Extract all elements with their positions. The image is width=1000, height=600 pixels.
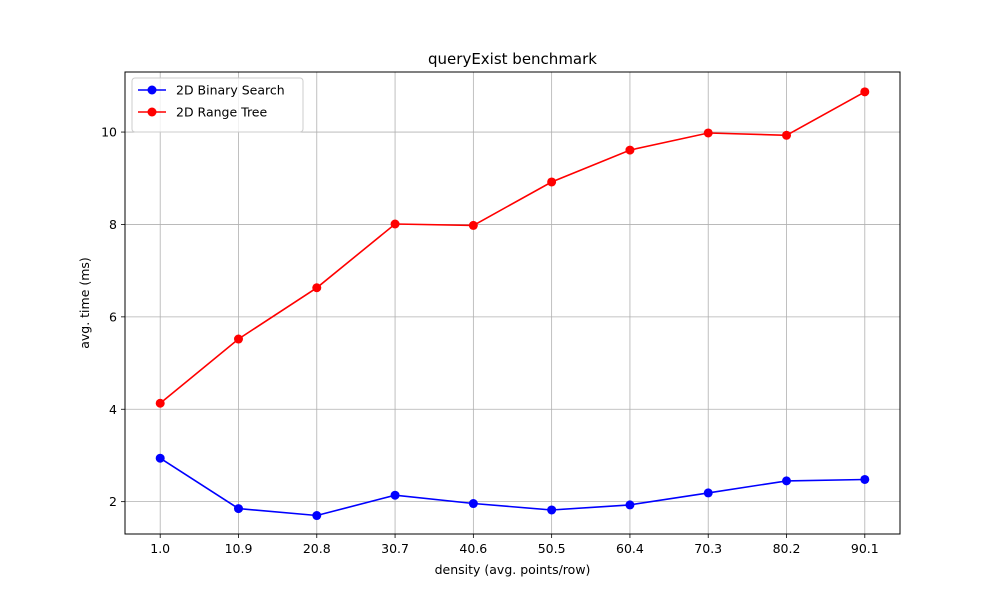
series-0-point bbox=[547, 505, 557, 515]
y-axis-ticks: 2 4 6 8 10 bbox=[101, 125, 125, 509]
series-1-point bbox=[233, 334, 243, 344]
y-tick-label: 6 bbox=[109, 309, 117, 324]
x-axis-label: density (avg. points/row) bbox=[435, 562, 591, 577]
y-axis-label: avg. time (ms) bbox=[77, 257, 92, 349]
legend: 2D Binary Search 2D Range Tree bbox=[131, 77, 304, 133]
x-tick-label: 80.2 bbox=[773, 541, 801, 556]
series-0-point bbox=[625, 500, 635, 510]
x-tick-label: 40.6 bbox=[459, 541, 487, 556]
series-0-point bbox=[233, 504, 243, 514]
x-tick-label: 70.3 bbox=[694, 541, 722, 556]
series-1-point bbox=[703, 128, 713, 138]
series-0-point bbox=[782, 476, 792, 486]
series-group bbox=[155, 87, 870, 521]
series-0-point bbox=[468, 499, 478, 509]
series-1-point bbox=[390, 219, 400, 229]
series-0-point bbox=[390, 490, 400, 500]
series-line-0 bbox=[159, 457, 865, 517]
x-axis-ticks: 1.0 10.9 20.8 30.7 40.6 50.5 60.4 70.3 80.2 90.1 bbox=[150, 534, 879, 556]
series-0-point bbox=[860, 474, 870, 484]
series-0-point bbox=[703, 488, 713, 498]
x-tick-label: 10.9 bbox=[225, 541, 253, 556]
x-tick-label: 50.5 bbox=[538, 541, 566, 556]
y-tick-label: 2 bbox=[109, 494, 117, 509]
legend-marker-1 bbox=[147, 107, 157, 117]
series-0-point bbox=[155, 453, 165, 463]
series-1-point bbox=[155, 398, 165, 408]
plot-frame bbox=[124, 71, 901, 535]
series-1-point bbox=[547, 177, 557, 187]
series-1-point bbox=[468, 220, 478, 230]
series-1-point bbox=[782, 130, 792, 140]
legend-label-0: 2D Binary Search bbox=[176, 83, 285, 98]
y-tick-label: 8 bbox=[109, 217, 117, 232]
grid bbox=[125, 72, 900, 534]
x-tick-label: 60.4 bbox=[616, 541, 644, 556]
series-1-point bbox=[860, 87, 870, 97]
legend-label-1: 2D Range Tree bbox=[176, 105, 267, 120]
chart-title: queryExist benchmark bbox=[428, 50, 597, 68]
x-tick-label: 1.0 bbox=[150, 541, 170, 556]
x-tick-label: 30.7 bbox=[381, 541, 409, 556]
series-1-point bbox=[625, 145, 635, 155]
y-tick-label: 4 bbox=[109, 402, 117, 417]
x-tick-label: 90.1 bbox=[851, 541, 879, 556]
series-0-point bbox=[312, 511, 322, 521]
series-1-point bbox=[312, 283, 322, 293]
series-line-1 bbox=[159, 91, 866, 404]
legend-marker-0 bbox=[147, 85, 157, 95]
x-tick-label: 20.8 bbox=[303, 541, 331, 556]
y-tick-label: 10 bbox=[101, 125, 117, 140]
legend-box bbox=[131, 77, 304, 133]
